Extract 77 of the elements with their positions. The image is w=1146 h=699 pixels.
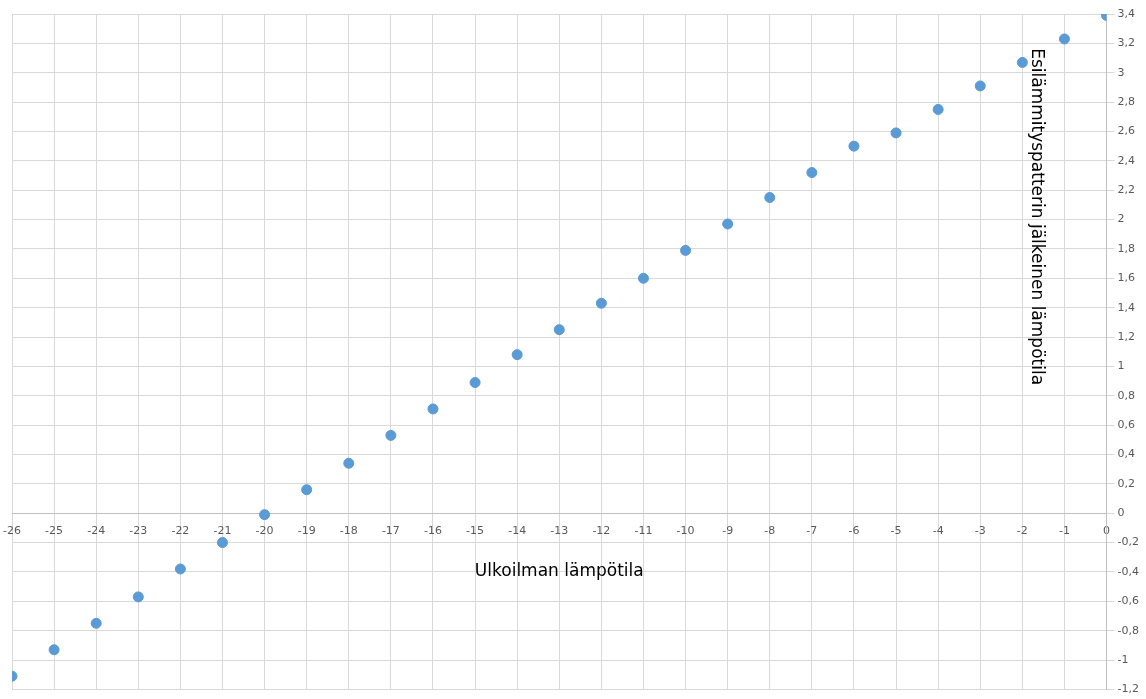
x-tick-label: -16	[423, 523, 442, 537]
x-axis-title: Ulkoilman lämpötila	[474, 559, 644, 580]
y-tick-label: 1,2	[1117, 329, 1136, 343]
x-tick-label: -6	[848, 523, 860, 537]
point	[259, 509, 271, 521]
point	[48, 644, 60, 656]
point	[511, 349, 523, 361]
y-tick-label: -0,8	[1117, 623, 1140, 637]
y-axis-title: Esilämmityspatterin jälkeinen lämpötila	[1028, 48, 1049, 386]
y-tick-label: 3	[1117, 65, 1125, 79]
x-tick-label: -3	[974, 523, 986, 537]
x-tick-label: -23	[129, 523, 148, 537]
y-tick-label: 1,4	[1117, 300, 1136, 314]
y-tick-label: 0	[1117, 506, 1125, 520]
y-tick-label: 0,4	[1117, 447, 1136, 461]
point	[932, 103, 944, 115]
y-tick-label: -0,2	[1117, 535, 1140, 549]
y-tick-label: 2,4	[1117, 153, 1136, 167]
point	[806, 167, 818, 179]
point	[764, 192, 776, 204]
x-tick-label: -4	[932, 523, 944, 537]
point	[385, 429, 397, 441]
x-tick-label: -14	[508, 523, 527, 537]
y-tick-label: -1,2	[1117, 682, 1140, 696]
x-tick-label: -26	[3, 523, 21, 537]
point	[1016, 56, 1028, 68]
point	[216, 537, 228, 549]
x-tick-label: -11	[634, 523, 653, 537]
y-tick-label: 3,4	[1117, 6, 1136, 20]
x-tick-label: -1	[1058, 523, 1070, 537]
y-tick-label: 3,2	[1117, 36, 1136, 50]
y-tick-label: 0,8	[1117, 388, 1136, 402]
x-tick-label: -20	[255, 523, 274, 537]
y-tick-label: 1	[1117, 359, 1125, 373]
y-tick-label: 1,8	[1117, 241, 1136, 255]
y-tick-label: 0,2	[1117, 476, 1136, 490]
x-tick-label: -21	[213, 523, 232, 537]
point	[595, 297, 607, 309]
y-tick-label: -0,6	[1117, 594, 1140, 608]
x-tick-label: -15	[466, 523, 485, 537]
x-tick-label: -25	[45, 523, 64, 537]
x-tick-label: -13	[550, 523, 569, 537]
y-tick-label: 2,8	[1117, 94, 1136, 108]
point	[174, 563, 186, 575]
y-tick-label: 2	[1117, 212, 1125, 226]
point	[301, 484, 313, 496]
x-tick-label: -8	[764, 523, 776, 537]
point	[132, 591, 144, 603]
point	[427, 403, 439, 415]
point	[722, 218, 734, 230]
x-tick-label: -10	[676, 523, 695, 537]
x-tick-label: -5	[890, 523, 902, 537]
point	[553, 324, 565, 336]
y-tick-label: -0,4	[1117, 564, 1140, 578]
x-tick-label: -22	[171, 523, 190, 537]
point	[90, 617, 102, 629]
point	[848, 140, 860, 152]
point	[637, 272, 649, 284]
x-tick-label: -24	[87, 523, 106, 537]
point	[469, 377, 481, 389]
point	[343, 457, 355, 469]
y-tick-label: -1	[1117, 652, 1129, 666]
point	[974, 80, 986, 92]
x-tick-label: -9	[722, 523, 734, 537]
x-tick-label: -17	[381, 523, 400, 537]
y-tick-label: 2,2	[1117, 183, 1136, 197]
point	[1058, 33, 1070, 45]
y-tick-label: 2,6	[1117, 124, 1136, 138]
y-tick-label: 1,6	[1117, 271, 1136, 285]
x-tick-label: -18	[339, 523, 358, 537]
x-tick-label: -7	[806, 523, 818, 537]
y-tick-label: 0,6	[1117, 417, 1136, 431]
point	[680, 244, 692, 256]
x-tick-label: -2	[1016, 523, 1028, 537]
x-tick-label: -12	[592, 523, 611, 537]
point	[890, 127, 902, 139]
x-tick-label: -19	[297, 523, 316, 537]
